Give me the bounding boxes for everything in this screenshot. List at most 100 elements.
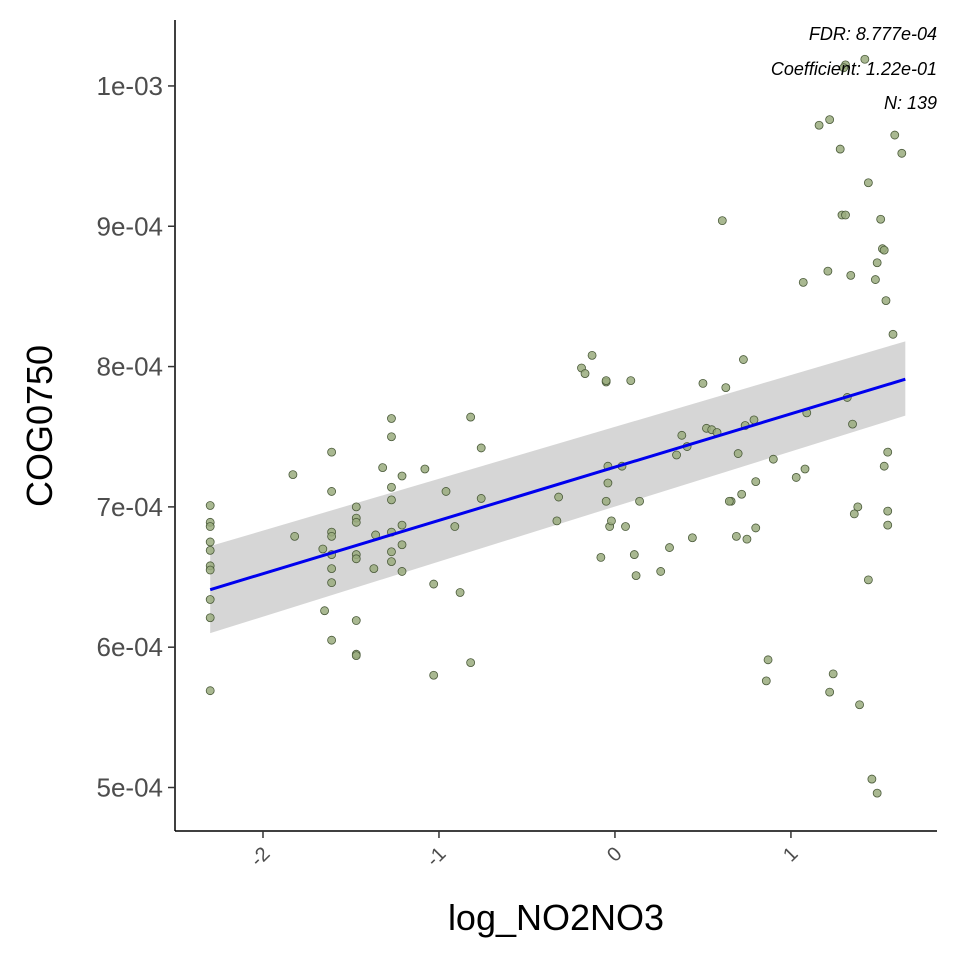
y-tick-label: 5e-04 — [97, 773, 164, 803]
data-point — [205, 595, 215, 604]
coefficient-annotation: Coefficient: 1.22e-01 — [771, 59, 937, 79]
data-point — [397, 540, 407, 550]
data-point — [828, 669, 838, 679]
data-point — [466, 412, 476, 422]
y-tick-label: 7e-04 — [97, 492, 164, 522]
data-point — [205, 537, 215, 547]
data-point — [351, 651, 361, 661]
data-point — [455, 588, 465, 597]
data-point — [387, 432, 396, 442]
data-point — [839, 63, 849, 73]
fdr-annotation: FDR: 8.777e-04 — [809, 24, 937, 44]
data-point — [290, 531, 300, 541]
data-point — [742, 534, 752, 544]
x-tick-label: -1 — [422, 843, 450, 871]
y-tick-label: 1e-03 — [97, 71, 164, 101]
data-point — [835, 144, 845, 154]
data-point — [596, 552, 606, 562]
data-point — [823, 266, 833, 276]
data-point — [724, 496, 734, 506]
data-point — [863, 575, 873, 585]
data-point — [351, 502, 361, 512]
data-point — [327, 578, 337, 588]
y-tick-label: 9e-04 — [97, 211, 164, 241]
data-point — [626, 376, 636, 386]
x-tick-label: -2 — [246, 843, 274, 871]
data-point — [677, 430, 687, 440]
data-point — [205, 613, 215, 623]
data-point — [205, 686, 215, 696]
data-point — [603, 478, 613, 488]
data-point — [841, 210, 850, 220]
data-points — [205, 54, 907, 798]
y-tick-label: 8e-04 — [97, 352, 164, 382]
data-point — [672, 450, 681, 460]
data-point — [800, 464, 810, 474]
data-point — [466, 658, 476, 668]
data-point — [397, 520, 407, 530]
data-point — [387, 557, 396, 567]
data-point — [318, 544, 328, 554]
data-point — [751, 523, 761, 533]
data-point — [205, 565, 215, 575]
data-point — [554, 492, 564, 502]
data-point — [798, 277, 808, 287]
data-point — [327, 531, 337, 541]
data-point — [721, 383, 731, 393]
data-point — [825, 687, 835, 697]
data-point — [429, 579, 439, 589]
data-point — [552, 516, 562, 526]
data-point — [871, 275, 880, 284]
data-point — [848, 419, 857, 429]
data-point — [631, 571, 641, 581]
n-annotation: N: 139 — [884, 93, 937, 113]
x-axis-ticks: -2 -1 0 1 — [246, 831, 802, 871]
data-point — [476, 494, 486, 503]
data-point — [883, 520, 893, 530]
data-point — [476, 443, 486, 453]
x-axis-title: log_NO2NO3 — [448, 897, 664, 938]
data-point — [717, 216, 727, 226]
data-point — [450, 522, 460, 531]
data-point — [883, 506, 893, 516]
data-point — [879, 245, 889, 255]
data-point — [351, 517, 361, 527]
data-point — [205, 522, 215, 531]
data-point — [867, 774, 877, 784]
stats-annotation: FDR: 8.777e-04 Coefficient: 1.22e-01 N: … — [771, 24, 937, 113]
data-point — [656, 567, 666, 576]
data-point — [397, 567, 407, 576]
data-point — [327, 447, 337, 457]
data-point — [601, 376, 611, 386]
data-point — [751, 477, 761, 487]
data-point — [763, 655, 773, 665]
data-point — [761, 676, 771, 686]
data-point — [205, 501, 215, 510]
data-point — [814, 120, 824, 130]
data-point — [846, 270, 856, 280]
data-point — [881, 296, 891, 306]
y-axis-title: COG0750 — [19, 345, 60, 507]
data-point — [205, 545, 215, 555]
data-point — [879, 461, 889, 471]
data-point — [327, 635, 337, 645]
data-point — [387, 547, 396, 557]
data-point — [872, 788, 882, 798]
plot-area — [205, 54, 907, 798]
data-point — [883, 447, 893, 457]
data-point — [825, 115, 835, 125]
data-point — [629, 550, 639, 559]
data-point — [737, 489, 747, 499]
data-point — [601, 496, 611, 506]
data-point — [387, 495, 396, 505]
data-point — [768, 454, 778, 464]
data-point — [872, 258, 882, 268]
data-point — [739, 355, 748, 364]
data-point — [587, 350, 597, 360]
data-point — [665, 543, 674, 552]
regression-line — [209, 377, 906, 592]
data-point — [369, 564, 379, 574]
data-point — [327, 564, 337, 574]
data-point — [580, 369, 590, 378]
data-point — [791, 473, 801, 482]
